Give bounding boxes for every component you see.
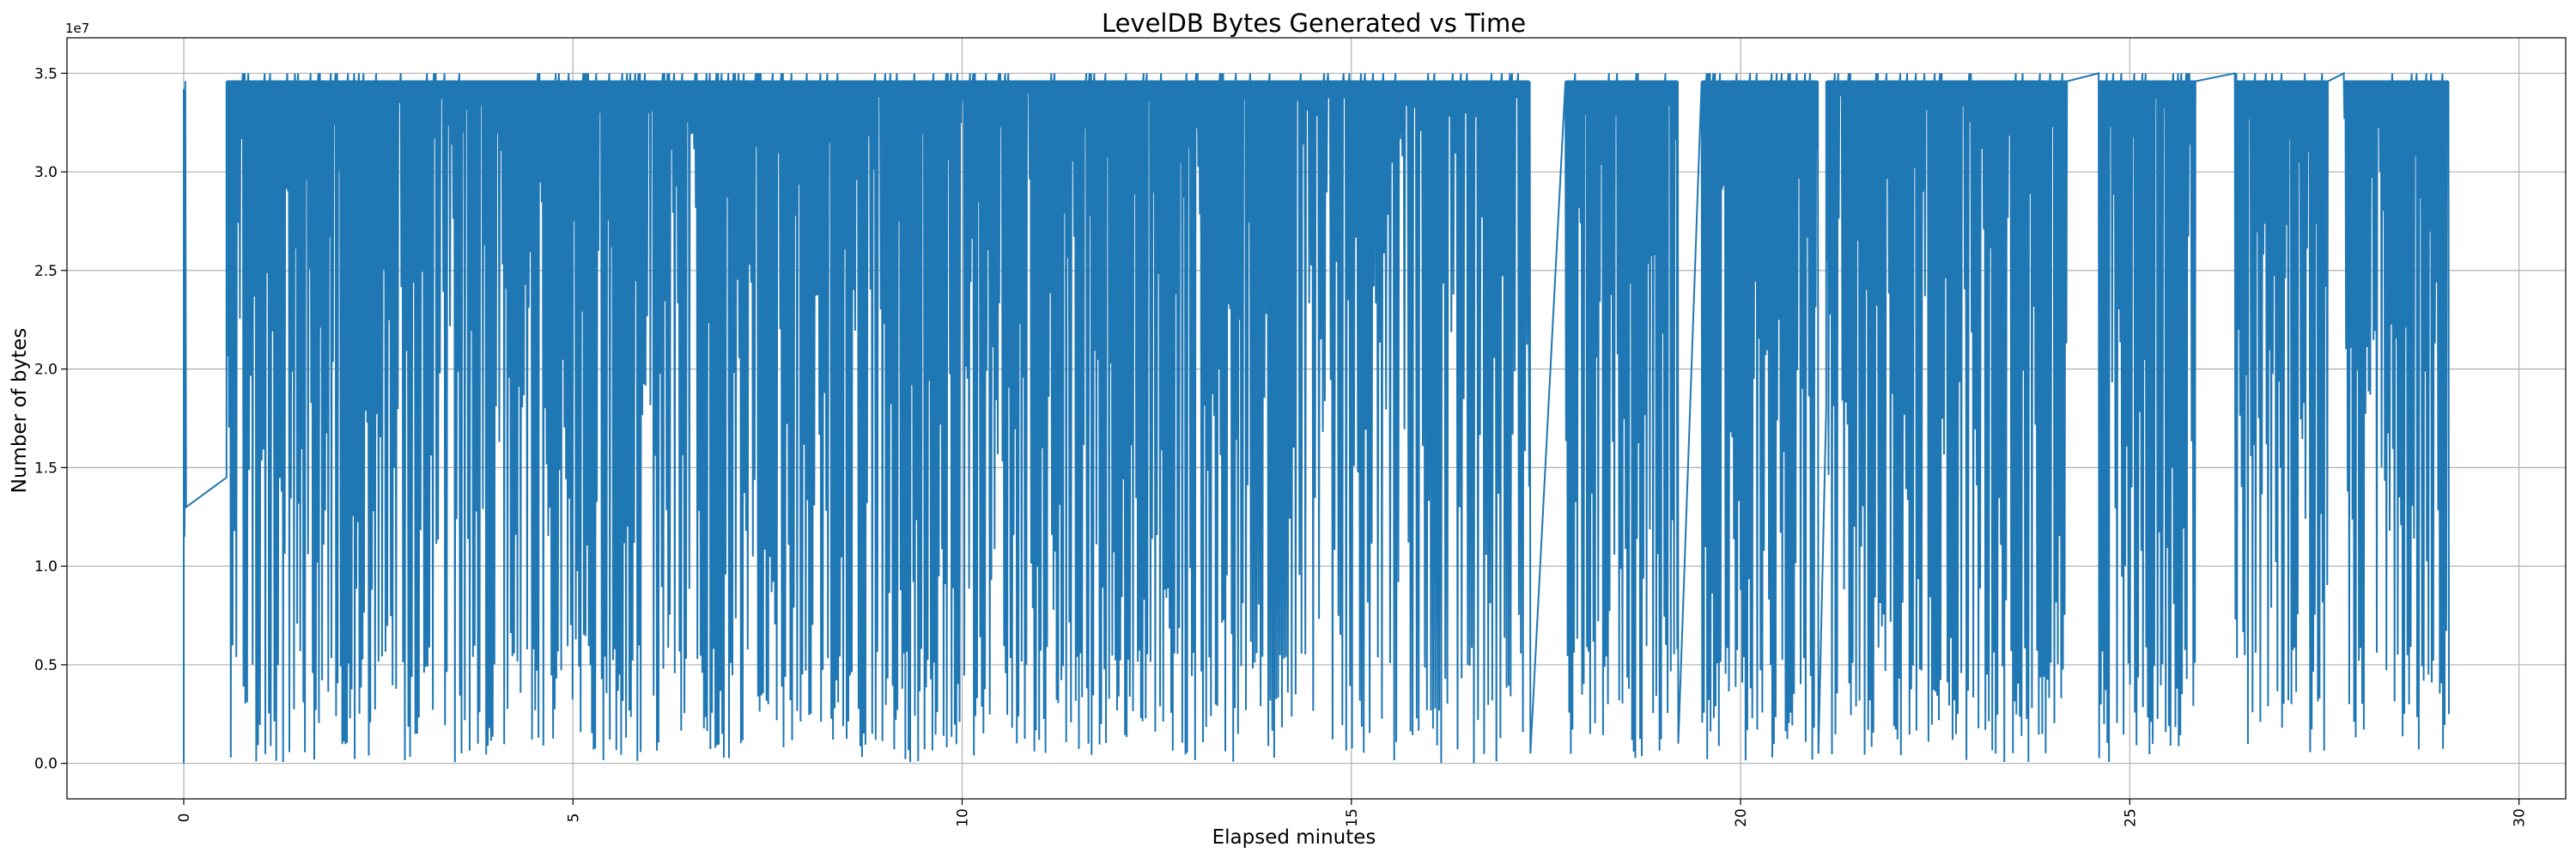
- y-tick-label: 3.5: [34, 65, 58, 82]
- plot-frame: [66, 37, 2567, 800]
- data-layer: [183, 71, 2450, 764]
- x-tick-label: 0: [176, 813, 193, 823]
- y-tick-label: 2.5: [34, 263, 58, 280]
- x-tick-label: 15: [1344, 808, 1361, 827]
- chart-title: LevelDB Bytes Generated vs Time: [1102, 9, 1526, 38]
- x-tick-label: 10: [955, 808, 972, 827]
- y-tick-label: 0.0: [34, 756, 58, 773]
- y-tick-label: 0.5: [34, 657, 58, 674]
- y-tick-label: 2.0: [34, 362, 58, 379]
- y-tick-label: 1.0: [34, 558, 58, 576]
- x-tick-label: 20: [1733, 808, 1750, 827]
- series-line: [183, 71, 2450, 764]
- x-axis-label: Elapsed minutes: [1212, 826, 1376, 849]
- axes-layer: 0 5 10 15 20 25 30 0.0 0.5 1.0 1.5 2.0 2.5 3.0 3.5: [34, 37, 2567, 827]
- y-tick-label: 3.0: [34, 164, 58, 181]
- x-tick-label: 5: [565, 813, 582, 823]
- y-axis-label: Number of bytes: [9, 328, 31, 494]
- y-axis-offset-label: 1e7: [65, 21, 89, 36]
- x-tick-label: 30: [2512, 808, 2529, 827]
- y-tick-label: 1.5: [34, 460, 58, 477]
- x-tick-label: 25: [2122, 808, 2139, 827]
